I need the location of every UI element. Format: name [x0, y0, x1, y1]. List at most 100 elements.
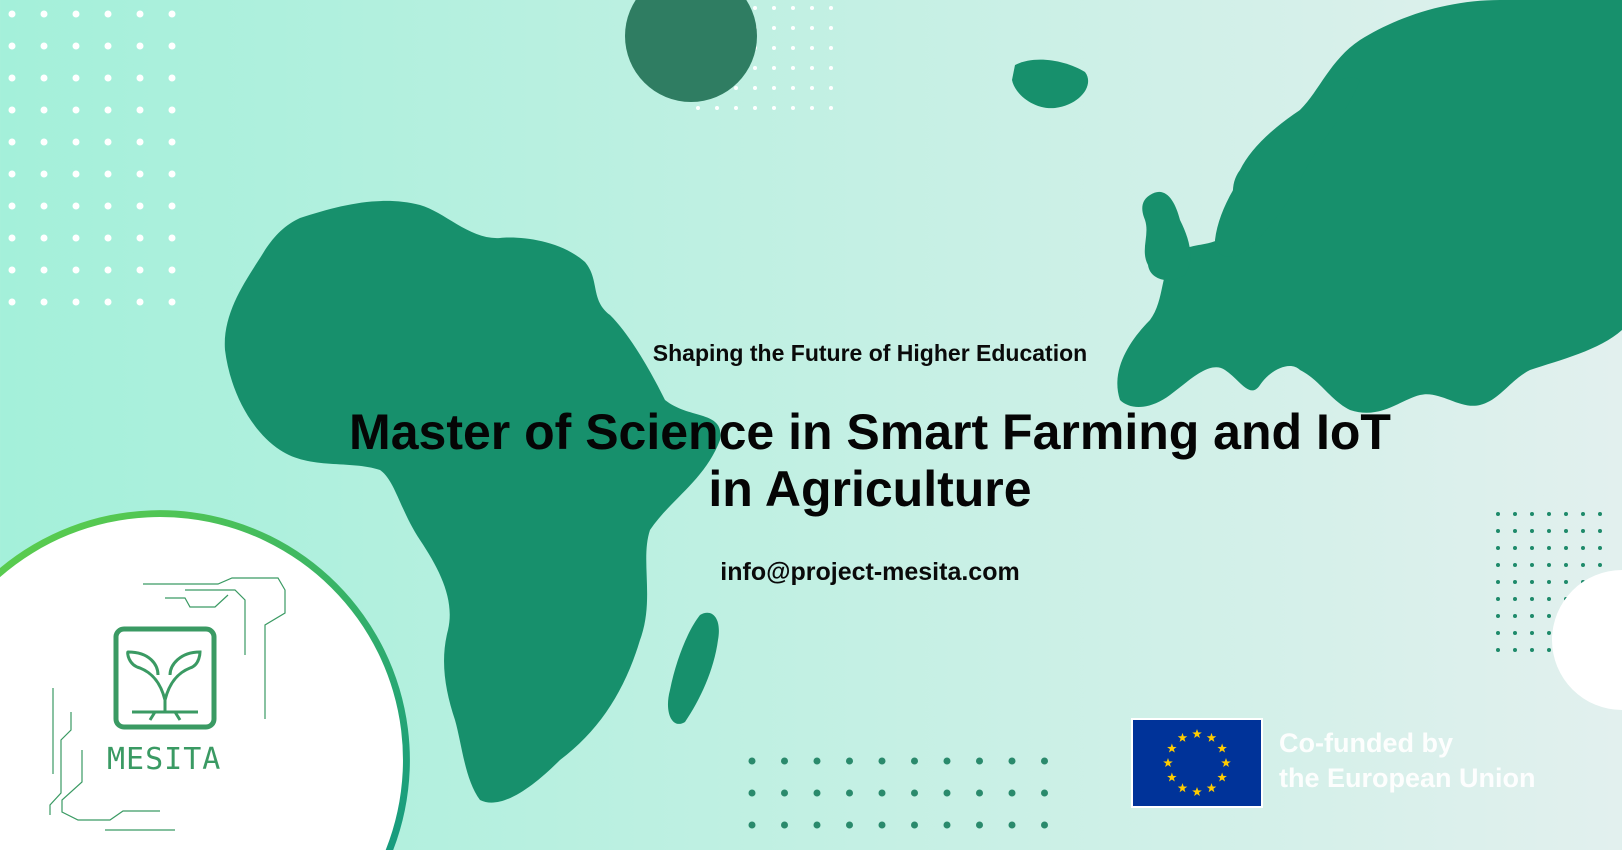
dot — [168, 74, 176, 82]
dot — [1530, 546, 1534, 550]
dot — [878, 789, 886, 797]
dot — [8, 138, 16, 146]
dot — [1530, 512, 1534, 516]
dot — [829, 106, 833, 110]
madagascar-map-shape — [667, 612, 719, 724]
dot — [8, 106, 16, 114]
eu-star-icon — [1206, 783, 1217, 793]
dot — [40, 106, 48, 114]
dot — [781, 757, 788, 765]
dot — [104, 202, 112, 210]
dot — [136, 42, 144, 50]
dot — [1564, 512, 1568, 516]
eu-star-icon — [1217, 772, 1227, 782]
circuit-lines-icon — [49, 577, 286, 831]
dot — [753, 66, 757, 70]
dot — [136, 10, 144, 18]
dot — [168, 266, 176, 274]
dot — [748, 789, 756, 797]
dot — [168, 42, 176, 50]
dot — [781, 789, 788, 797]
dot — [168, 10, 176, 18]
title-line-1: Master of Science in Smart Farming and I… — [349, 404, 1391, 460]
dot — [1530, 614, 1534, 618]
dot — [791, 86, 795, 90]
dot — [1513, 648, 1517, 652]
eu-star-icon — [1221, 758, 1231, 767]
dot — [40, 266, 48, 274]
decorative-circle — [625, 0, 757, 102]
dot — [1008, 821, 1016, 829]
dot — [1513, 512, 1517, 516]
dot — [8, 170, 16, 178]
dot — [1547, 546, 1551, 550]
dot — [1547, 597, 1551, 601]
dot — [911, 757, 918, 765]
dot — [1598, 529, 1602, 533]
dot — [8, 74, 16, 82]
dot — [734, 106, 738, 110]
scandinavia-map-shape — [1215, 77, 1360, 257]
dot — [813, 789, 821, 797]
dot — [878, 821, 886, 829]
eu-line-1: Co-funded by — [1279, 728, 1453, 758]
dot — [772, 6, 776, 10]
eu-star-icon — [1192, 729, 1202, 738]
dot — [8, 42, 16, 50]
dot — [772, 66, 776, 70]
dot — [40, 234, 48, 242]
dot — [8, 10, 16, 18]
dot — [753, 106, 757, 110]
dot — [1547, 580, 1551, 584]
dot — [734, 86, 738, 90]
dot — [136, 234, 144, 242]
contact-email[interactable]: info@project-mesita.com — [720, 558, 1020, 586]
dot — [810, 46, 814, 50]
eu-star-icon — [1192, 787, 1202, 796]
dot — [136, 298, 144, 306]
dot — [168, 234, 176, 242]
dot — [72, 298, 80, 306]
dot — [1564, 563, 1568, 567]
dot — [1581, 529, 1585, 533]
dot — [846, 821, 853, 829]
dot — [168, 138, 176, 146]
dot — [753, 86, 757, 90]
dot — [1581, 512, 1585, 516]
dot — [40, 42, 48, 50]
dot — [1547, 631, 1551, 635]
dot — [1530, 529, 1534, 533]
dot — [104, 42, 112, 50]
dot — [104, 266, 112, 274]
dot — [1581, 563, 1585, 567]
dot — [911, 821, 918, 829]
dot — [1513, 563, 1517, 567]
dot — [1496, 512, 1500, 516]
dot — [136, 266, 144, 274]
dot — [772, 26, 776, 30]
dot — [1496, 529, 1500, 533]
dot — [1041, 821, 1048, 829]
dot — [846, 757, 853, 765]
dot — [136, 106, 144, 114]
dot — [1564, 580, 1568, 584]
dot — [104, 298, 112, 306]
dot — [846, 789, 853, 797]
dot — [104, 234, 112, 242]
dot — [40, 10, 48, 18]
dot — [791, 66, 795, 70]
dot — [40, 170, 48, 178]
dot — [1513, 614, 1517, 618]
dot — [1513, 631, 1517, 635]
dot — [72, 234, 80, 242]
dot — [168, 298, 176, 306]
dot — [911, 789, 918, 797]
eu-star-icon — [1217, 743, 1227, 753]
dot — [104, 10, 112, 18]
dot — [168, 202, 176, 210]
dot — [1547, 563, 1551, 567]
logo-circle — [0, 517, 403, 850]
dot — [1008, 789, 1016, 797]
dot-pattern-bottom — [748, 757, 1048, 829]
